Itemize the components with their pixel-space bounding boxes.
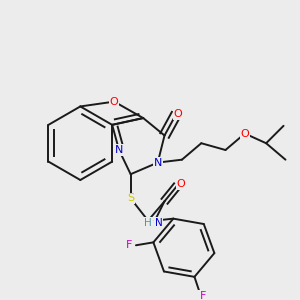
Text: F: F	[200, 291, 206, 300]
Text: N: N	[155, 218, 163, 228]
Text: H: H	[144, 218, 152, 228]
Text: O: O	[241, 128, 249, 139]
Text: F: F	[126, 240, 132, 250]
Text: O: O	[110, 97, 118, 106]
Text: S: S	[127, 194, 134, 203]
Text: N: N	[115, 145, 123, 155]
Text: O: O	[177, 179, 185, 189]
Text: N: N	[154, 158, 162, 168]
Text: O: O	[174, 109, 182, 119]
